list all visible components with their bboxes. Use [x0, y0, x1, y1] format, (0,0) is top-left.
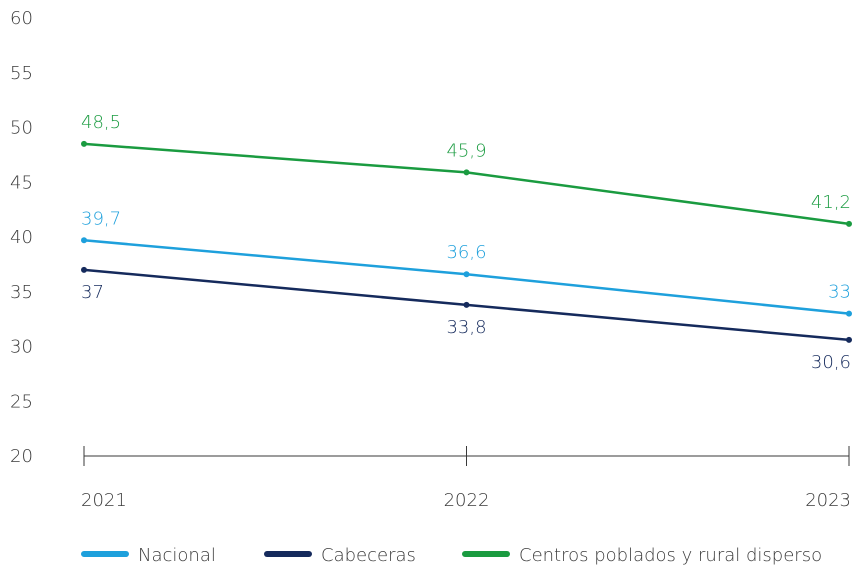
y-tick-label: 60: [10, 8, 33, 29]
data-label: 45,9: [446, 140, 486, 161]
legend: Nacional Cabeceras Centros poblados y rura…: [81, 545, 822, 566]
data-label: 33,8: [446, 317, 486, 338]
data-point: [81, 237, 87, 244]
data-label: 30,6: [811, 352, 851, 373]
data-labels: 39,7 36,6 33 37 33,8 30,6 48,5 45,9 41,2: [81, 112, 851, 373]
y-tick-label: 50: [10, 118, 33, 139]
data-point: [846, 310, 852, 317]
x-tick-label: 2023: [805, 490, 851, 511]
data-label: 48,5: [81, 112, 121, 133]
y-tick-label: 55: [10, 63, 33, 84]
data-point: [81, 266, 87, 273]
data-label: 33: [828, 282, 851, 303]
y-tick-label: 30: [10, 337, 33, 358]
data-label: 37: [81, 282, 104, 303]
y-tick-label: 20: [10, 446, 33, 467]
data-point: [463, 169, 470, 176]
legend-label: Centros poblados y rural disperso: [519, 545, 822, 566]
data-point: [846, 336, 852, 343]
legend-label: Nacional: [138, 545, 216, 566]
x-axis: 2021 2022 2023: [81, 446, 851, 511]
data-point: [463, 271, 470, 278]
x-tick-label: 2022: [444, 490, 490, 511]
data-label: 36,6: [446, 242, 486, 263]
series-lines: [81, 140, 852, 343]
data-point: [463, 301, 470, 308]
y-tick-label: 45: [10, 172, 33, 193]
data-label: 39,7: [81, 208, 121, 229]
x-tick-label: 2021: [81, 490, 127, 511]
data-point: [81, 140, 87, 147]
y-tick-label: 25: [10, 391, 33, 412]
y-axis: 20 25 30 35 40 45 50 55 60: [10, 8, 33, 467]
data-point: [846, 220, 852, 227]
data-label: 41,2: [811, 192, 851, 213]
y-tick-label: 35: [10, 282, 33, 303]
y-tick-label: 40: [10, 227, 33, 248]
legend-label: Cabeceras: [321, 545, 416, 566]
